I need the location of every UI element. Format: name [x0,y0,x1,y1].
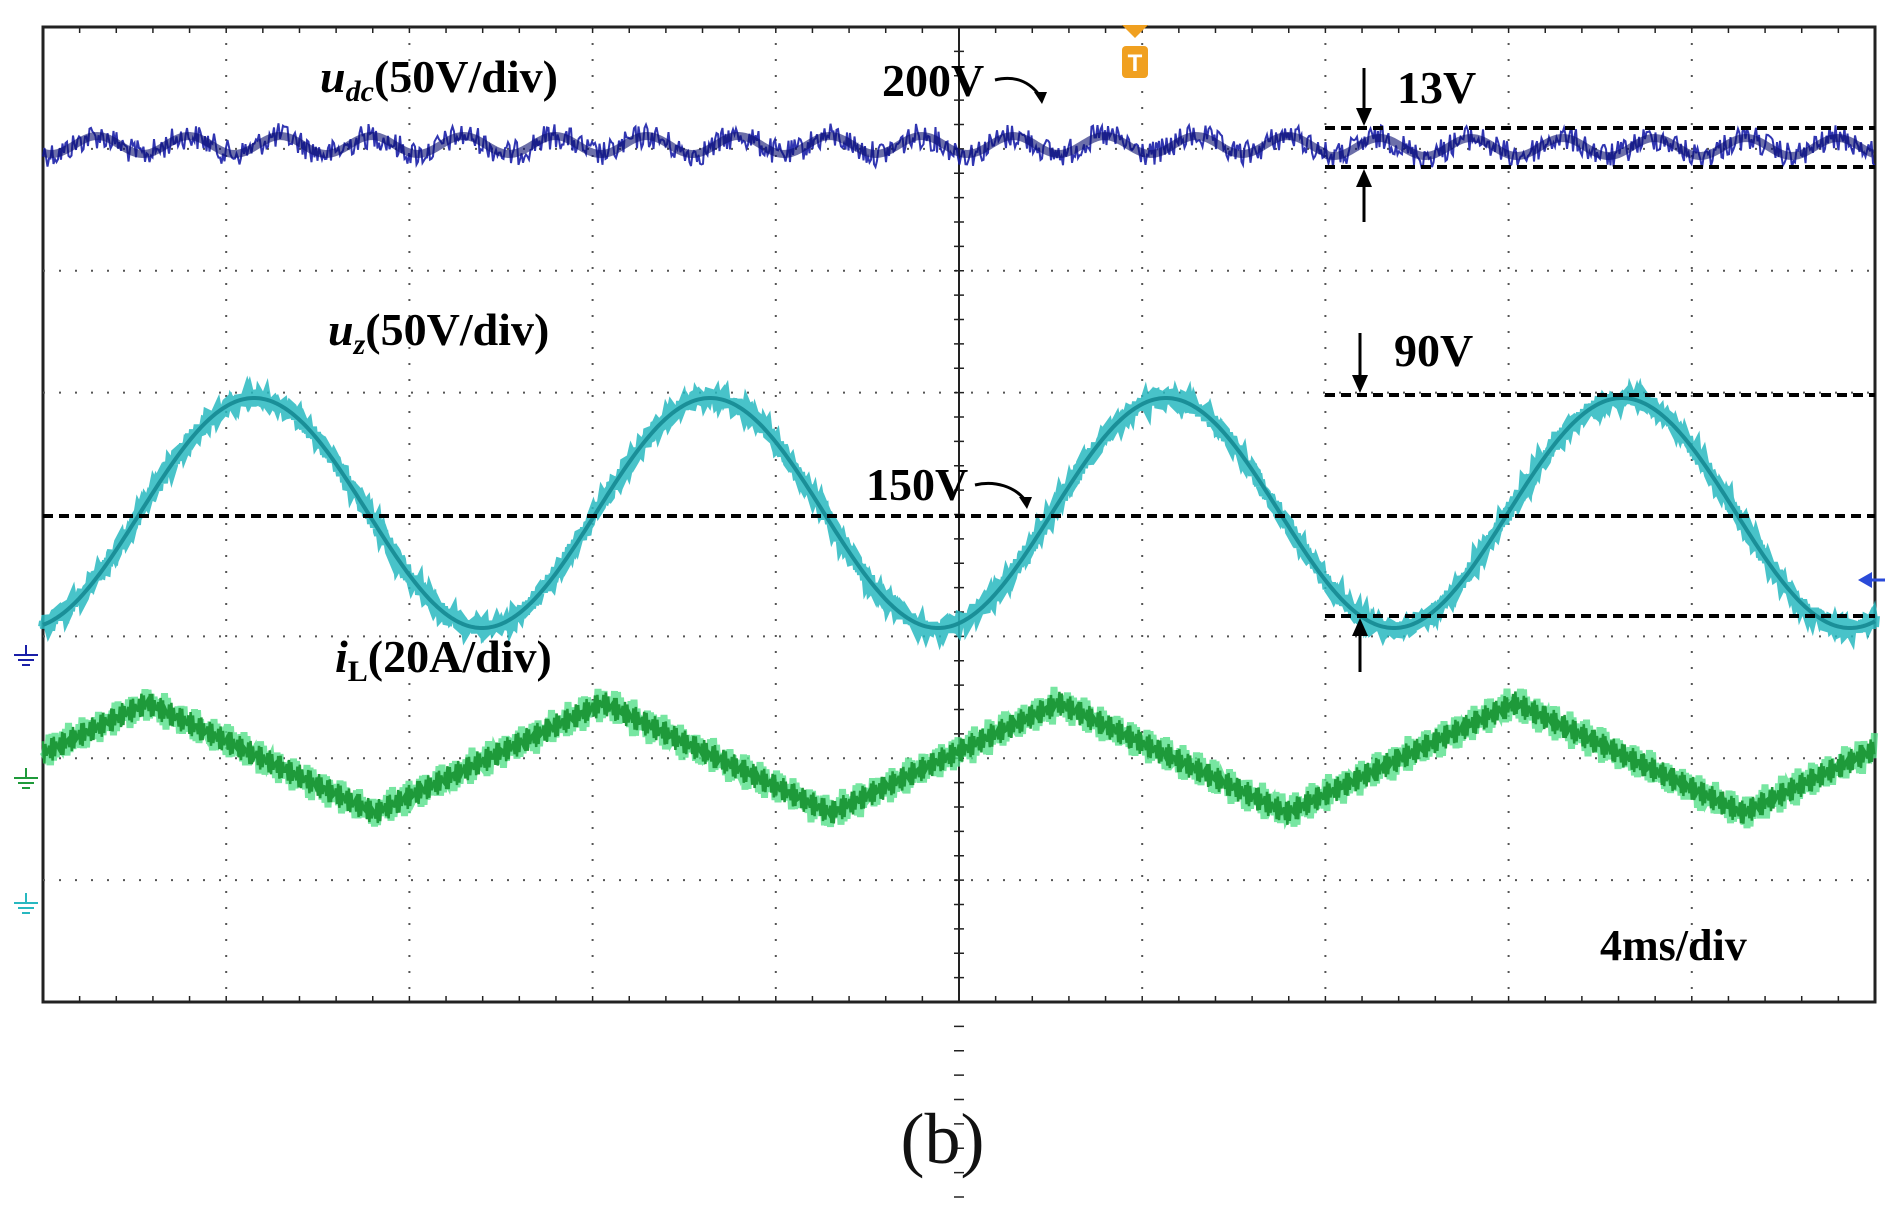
time-scale-label: 4ms/div [1600,921,1747,970]
uz-arrow-up-head [1352,618,1368,636]
uz-trace-core [42,396,1876,630]
uz-label: uz(50V/div) [328,304,549,361]
figure-caption: (b) [900,1099,985,1179]
trigger-label: T [1128,50,1143,77]
pointer-200v-head [1034,92,1047,104]
il-trace [41,691,1876,825]
udc-trace-core [41,131,1875,161]
udc-label: udc(50V/div) [320,51,558,108]
udc-arrow-up-head [1356,169,1372,187]
uz-arrow-down-head [1352,375,1368,393]
annotation-200v: 200V [882,55,984,106]
markers: T [14,25,1885,914]
annotation-13v: 13V [1397,62,1476,113]
level-arrow-icon [1858,572,1872,588]
annotation-150v: 150V [866,459,968,510]
trigger-icon [1122,46,1148,78]
pointer-150v-head [1019,497,1032,509]
traces [38,121,1880,830]
pointer-150v [974,481,1027,501]
annotation-90v: 90V [1394,325,1473,376]
trigger-icon-top [1122,25,1148,38]
pointer-200v [994,76,1042,97]
il-label: iL(20A/div) [335,631,552,688]
udc-arrow-down-head [1356,108,1372,126]
